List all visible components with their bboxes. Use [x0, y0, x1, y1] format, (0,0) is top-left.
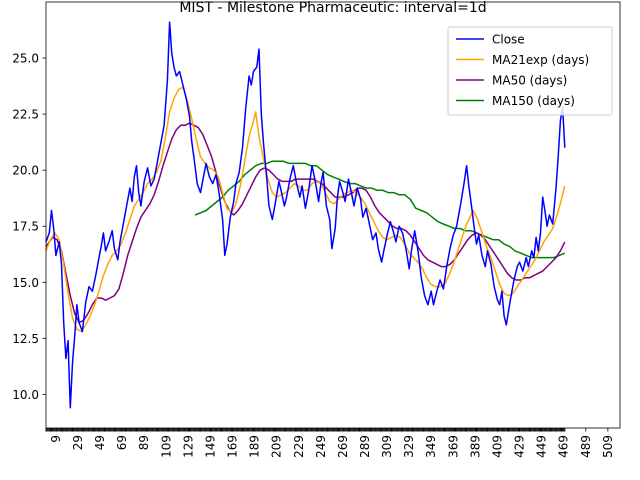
x-tick-label: 389	[468, 435, 482, 458]
y-tick-label: 17.5	[12, 220, 39, 234]
series-line	[45, 21, 566, 409]
x-axis-ticks: 9 29 49 69 89 109 129 149 169 189 209 229 249 269 289 3…	[45, 428, 615, 458]
legend-label: MA150 (days)	[492, 94, 575, 108]
y-tick-label: 10.0	[12, 388, 39, 402]
x-tick-label: 89	[137, 435, 151, 450]
series-line	[45, 86, 566, 333]
x-tick-label: 409	[490, 435, 504, 458]
y-axis-ticks: 10.0 12.5 15.0 17.5 20.0 22.5 25.0	[12, 52, 46, 402]
x-tick-label: 169	[226, 435, 240, 458]
y-tick-label: 25.0	[12, 52, 39, 66]
x-tick-label: 109	[159, 435, 173, 458]
x-tick-label: 289	[358, 435, 372, 458]
x-tick-label: 209	[270, 435, 284, 458]
x-tick-label: 489	[579, 435, 593, 458]
legend-label: MA50 (days)	[492, 74, 567, 88]
x-tick-label: 309	[380, 435, 394, 458]
x-tick-label: 329	[402, 435, 416, 458]
x-tick-label: 429	[513, 435, 527, 458]
x-tick-label: 29	[71, 435, 85, 450]
x-tick-label: 249	[314, 435, 328, 458]
x-tick-label: 149	[203, 435, 217, 458]
y-tick-label: 22.5	[12, 108, 39, 122]
x-tick-label: 369	[446, 435, 460, 458]
y-tick-label: 12.5	[12, 332, 39, 346]
x-tick-label: 229	[292, 435, 306, 458]
plot-frame	[45, 1, 621, 429]
series-line	[194, 160, 566, 259]
x-tick-label: 469	[557, 435, 571, 458]
x-tick-label: 349	[424, 435, 438, 458]
legend: Close MA21exp (days) MA50 (days) MA150 (day…	[447, 26, 613, 116]
x-tick-label: 129	[181, 435, 195, 458]
series-line	[45, 122, 566, 324]
legend-label: MA21exp (days)	[492, 53, 589, 67]
legend-box	[447, 26, 613, 116]
x-tick-label: 189	[248, 435, 262, 458]
x-tick-label: 49	[93, 435, 107, 450]
x-tick-label: 9	[49, 435, 63, 443]
series-layer	[45, 21, 566, 409]
x-tick-label: 449	[535, 435, 549, 458]
y-tick-label: 20.0	[12, 164, 39, 178]
chart-title: MIST - Milestone Pharmaceutic: interval=…	[179, 0, 486, 16]
x-tick-label: 69	[115, 435, 129, 450]
x-tick-label: 269	[336, 435, 350, 458]
y-tick-label: 15.0	[12, 276, 39, 290]
legend-label: Close	[492, 33, 525, 47]
x-tick-label: 509	[601, 435, 615, 458]
